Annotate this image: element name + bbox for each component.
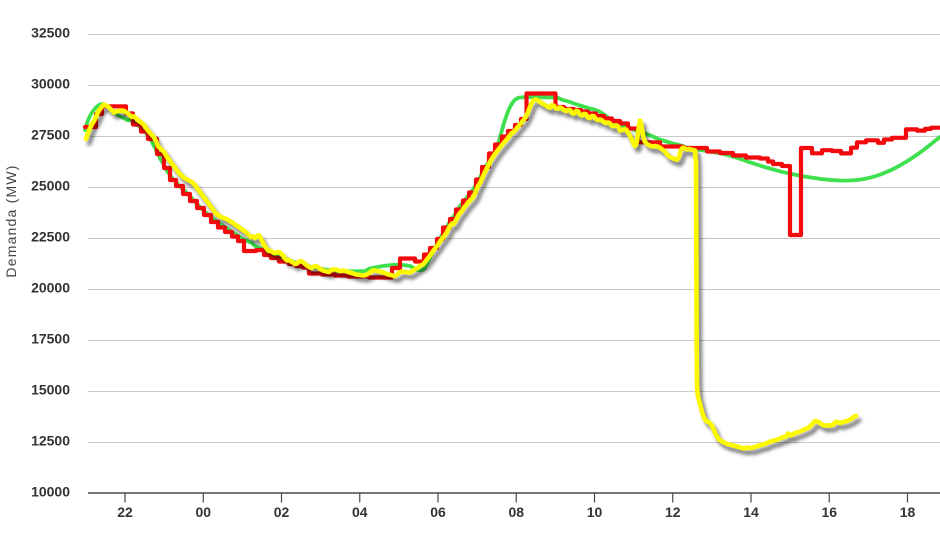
svg-text:22500: 22500 [31, 229, 70, 245]
svg-text:00: 00 [195, 504, 211, 520]
svg-text:10000: 10000 [31, 484, 70, 500]
svg-text:17500: 17500 [31, 331, 70, 347]
svg-text:20000: 20000 [31, 280, 70, 296]
svg-text:08: 08 [508, 504, 524, 520]
svg-text:27500: 27500 [31, 127, 70, 143]
svg-text:16: 16 [821, 504, 837, 520]
svg-text:10: 10 [587, 504, 603, 520]
svg-text:18: 18 [900, 504, 916, 520]
svg-text:04: 04 [352, 504, 368, 520]
svg-text:22: 22 [117, 504, 133, 520]
svg-text:Demanda (MW): Demanda (MW) [3, 164, 19, 277]
svg-text:06: 06 [430, 504, 446, 520]
svg-text:02: 02 [274, 504, 290, 520]
svg-text:14: 14 [743, 504, 759, 520]
svg-text:25000: 25000 [31, 178, 70, 194]
svg-text:12500: 12500 [31, 433, 70, 449]
svg-text:32500: 32500 [31, 25, 70, 41]
svg-text:12: 12 [665, 504, 681, 520]
svg-text:30000: 30000 [31, 76, 70, 92]
svg-text:15000: 15000 [31, 382, 70, 398]
